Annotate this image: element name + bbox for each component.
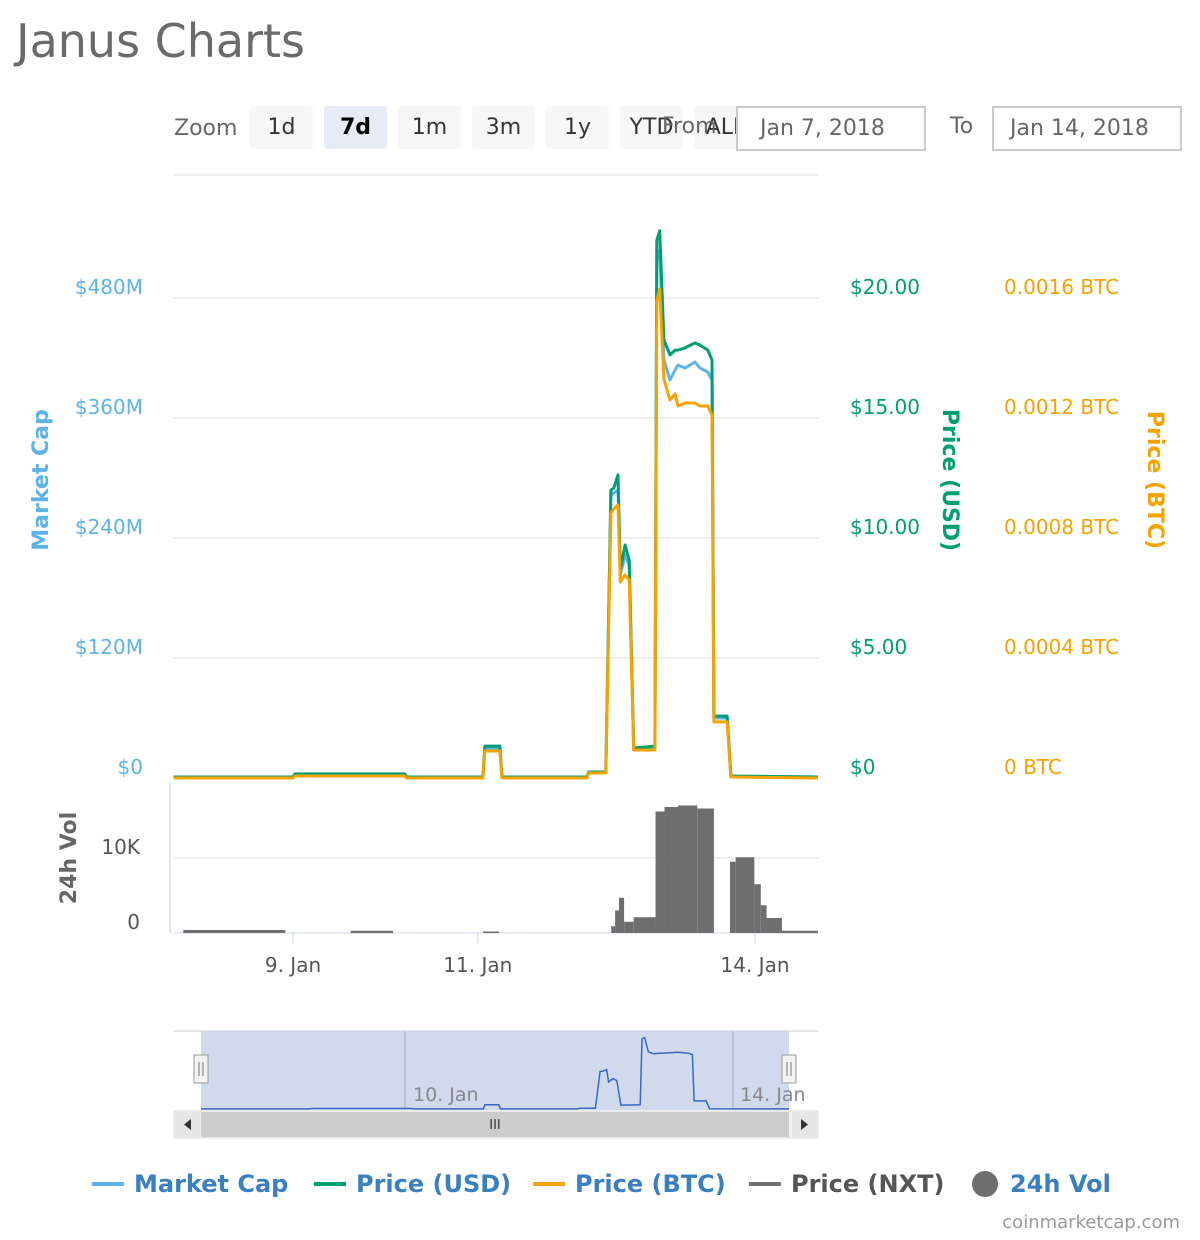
price-usd-tick-label: $10.00 — [850, 515, 920, 539]
legend-label: 24h Vol — [1010, 1170, 1111, 1198]
zoom-1y-button[interactable]: 1y — [546, 106, 609, 149]
scrollbar-thumb[interactable] — [201, 1112, 789, 1137]
to-date-input[interactable]: Jan 14, 2018 — [992, 106, 1182, 151]
price-btc-tick-label: 0.0008 BTC — [1004, 515, 1119, 539]
zoom-1d-button[interactable]: 1d — [250, 106, 313, 149]
legend-label: Price (USD) — [356, 1170, 512, 1198]
x-tick-label: 14. Jan — [721, 953, 790, 977]
volume-tick-label: 10K — [101, 835, 140, 859]
series-line-market-cap — [173, 248, 818, 779]
volume-tick-label: 0 — [127, 910, 140, 934]
navigator-handle[interactable] — [781, 1054, 797, 1084]
volume-bar — [760, 905, 767, 933]
market-cap-tick-label: $0 — [118, 755, 143, 779]
volume-bar — [754, 884, 761, 933]
volume-bar — [611, 926, 616, 933]
series-line-price-usd — [173, 229, 818, 779]
legend-price-usd[interactable]: Price (USD) — [314, 1170, 511, 1198]
line-swatch-icon — [92, 1182, 124, 1186]
credit-link[interactable]: coinmarketcap.com — [1002, 1212, 1180, 1233]
x-tick-label: 11. Jan — [443, 953, 512, 977]
page-title: Janus Charts — [16, 14, 306, 68]
volume-bar — [735, 857, 755, 933]
legend-label: Market Cap — [134, 1170, 289, 1198]
market-cap-tick-label: $240M — [75, 515, 143, 539]
series-line-price-btc — [173, 287, 818, 780]
zoom-ytd-button[interactable]: YTD — [620, 106, 683, 149]
zoom-3m-button[interactable]: 3m — [472, 106, 535, 149]
volume-bar — [624, 921, 634, 933]
price-btc-axis-title: Price (BTC) — [1142, 411, 1167, 549]
price-btc-tick-label: 0.0016 BTC — [1004, 275, 1119, 299]
price-btc-tick-label: 0.0004 BTC — [1004, 635, 1119, 659]
x-tick-label: 9. Jan — [265, 953, 321, 977]
legend-price-btc[interactable]: Price (BTC) — [533, 1170, 726, 1198]
legend-price-nxt[interactable]: Price (NXT) — [749, 1170, 944, 1198]
market-cap-tick-label: $120M — [75, 635, 143, 659]
from-label: From — [662, 114, 717, 139]
to-label: To — [950, 114, 974, 139]
volume-bar — [729, 861, 736, 933]
legend-label: Price (BTC) — [575, 1170, 726, 1198]
legend-market-cap[interactable]: Market Cap — [92, 1170, 288, 1198]
legend-label: Price (NXT) — [791, 1170, 945, 1198]
volume-axis-title: 24h Vol — [57, 812, 82, 904]
price-usd-tick-label: $0 — [850, 755, 875, 779]
navigator-tick-label: 14. Jan — [740, 1084, 806, 1106]
line-swatch-icon — [533, 1182, 565, 1186]
volume-bar — [697, 808, 714, 933]
price-usd-tick-label: $15.00 — [850, 395, 920, 419]
price-usd-axis-title: Price (USD) — [937, 409, 962, 551]
volume-bar — [350, 930, 394, 933]
line-swatch-icon — [749, 1182, 781, 1186]
volume-bar — [781, 930, 818, 933]
volume-bar — [678, 805, 698, 933]
navigator-handle[interactable] — [193, 1054, 209, 1084]
price-btc-tick-label: 0 BTC — [1004, 755, 1062, 779]
volume-bar — [183, 930, 286, 933]
price-usd-tick-label: $5.00 — [850, 635, 907, 659]
zoom-1m-button[interactable]: 1m — [398, 106, 461, 149]
volume-bar — [664, 807, 678, 933]
volume-bar — [633, 917, 656, 933]
volume-bar — [618, 897, 625, 933]
arrow-right-icon — [801, 1119, 808, 1130]
price-usd-tick-label: $20.00 — [850, 275, 920, 299]
zoom-7d-button[interactable]: 7d — [324, 106, 387, 149]
legend-24h-vol[interactable]: 24h Vol — [972, 1170, 1111, 1198]
volume-bar — [766, 918, 782, 933]
circle-swatch-icon — [972, 1171, 998, 1197]
zoom-label: Zoom — [174, 116, 238, 141]
volume-bar — [655, 811, 665, 933]
market-cap-tick-label: $360M — [75, 395, 143, 419]
market-cap-axis-title: Market Cap — [29, 409, 54, 550]
scrollbar-grip-icon: III — [489, 1118, 501, 1133]
navigator-series-line — [201, 1036, 790, 1110]
price-btc-tick-label: 0.0012 BTC — [1004, 395, 1119, 419]
arrow-left-icon — [184, 1119, 191, 1130]
navigator-tick-label: 10. Jan — [413, 1084, 479, 1106]
line-swatch-icon — [314, 1182, 346, 1186]
market-cap-tick-label: $480M — [75, 275, 143, 299]
from-date-input[interactable]: Jan 7, 2018 — [736, 106, 926, 151]
volume-bar — [615, 910, 619, 933]
navigator-selected-range — [201, 1031, 789, 1110]
volume-bar — [482, 931, 499, 933]
